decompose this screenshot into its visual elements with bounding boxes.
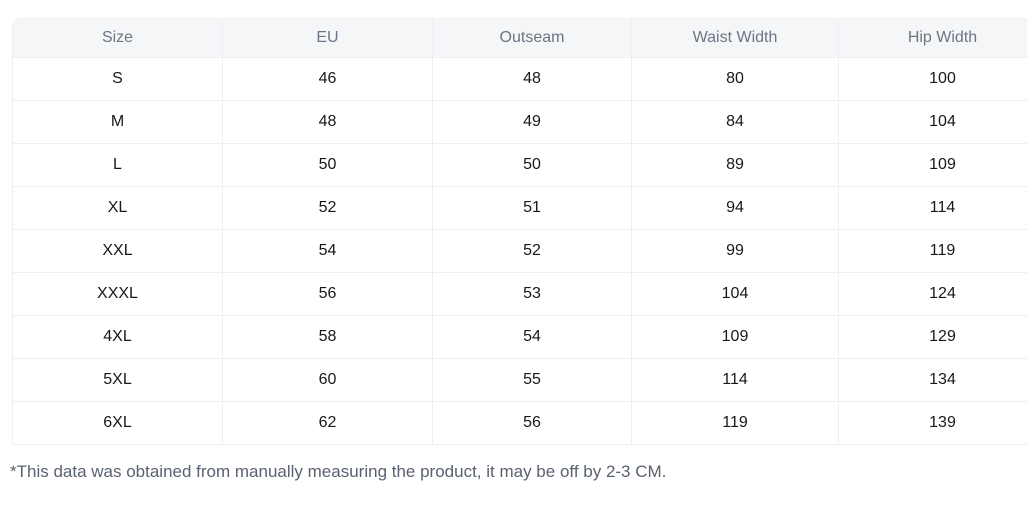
measurement-disclaimer: *This data was obtained from manually me… (10, 462, 667, 481)
table-cell: 139 (838, 401, 1027, 445)
table-row: XXXL 56 53 104 124 (12, 272, 1027, 316)
table-cell: 104 (631, 272, 839, 316)
table-cell: 119 (838, 229, 1027, 273)
table-cell: 80 (631, 57, 839, 101)
header-row: Size EU Outseam Waist Width Hip Width (12, 18, 1027, 58)
table-cell: 100 (838, 57, 1027, 101)
table-cell: 49 (432, 100, 632, 144)
table-cell: 52 (222, 186, 433, 230)
size-table-body: S 46 48 80 100 M 48 49 84 104 L 50 50 89 109 XL 52 51 94 11… (12, 57, 1027, 445)
size-cell: XXL (12, 229, 223, 273)
size-cell: S (12, 57, 223, 101)
size-chart: Size EU Outseam Waist Width Hip Width S 46 48 8… (12, 18, 1027, 445)
size-table: Size EU Outseam Waist Width Hip Width S 46 48 8… (12, 18, 1027, 445)
table-cell: 55 (432, 358, 632, 402)
table-cell: 54 (432, 315, 632, 359)
table-cell: 46 (222, 57, 433, 101)
table-cell: 109 (838, 143, 1027, 187)
table-cell: 99 (631, 229, 839, 273)
table-cell: 114 (631, 358, 839, 402)
column-header-outseam: Outseam (432, 18, 632, 58)
table-cell: 84 (631, 100, 839, 144)
column-header-waist-width: Waist Width (631, 18, 839, 58)
table-cell: 89 (631, 143, 839, 187)
table-cell: 60 (222, 358, 433, 402)
table-row: S 46 48 80 100 (12, 57, 1027, 101)
table-cell: 56 (432, 401, 632, 445)
table-row: L 50 50 89 109 (12, 143, 1027, 187)
size-cell: M (12, 100, 223, 144)
table-cell: 48 (432, 57, 632, 101)
table-cell: 124 (838, 272, 1027, 316)
size-cell: L (12, 143, 223, 187)
size-cell: XXXL (12, 272, 223, 316)
table-cell: 53 (432, 272, 632, 316)
size-cell: 6XL (12, 401, 223, 445)
table-cell: 56 (222, 272, 433, 316)
table-cell: 114 (838, 186, 1027, 230)
table-cell: 48 (222, 100, 433, 144)
table-cell: 50 (432, 143, 632, 187)
table-row: 4XL 58 54 109 129 (12, 315, 1027, 359)
size-cell: 5XL (12, 358, 223, 402)
table-cell: 104 (838, 100, 1027, 144)
table-cell: 50 (222, 143, 433, 187)
column-header-size: Size (12, 18, 223, 58)
column-header-eu: EU (222, 18, 433, 58)
table-cell: 52 (432, 229, 632, 273)
size-cell: 4XL (12, 315, 223, 359)
table-cell: 58 (222, 315, 433, 359)
table-row: XXL 54 52 99 119 (12, 229, 1027, 273)
table-cell: 51 (432, 186, 632, 230)
table-row: M 48 49 84 104 (12, 100, 1027, 144)
table-cell: 129 (838, 315, 1027, 359)
table-cell: 109 (631, 315, 839, 359)
table-cell: 134 (838, 358, 1027, 402)
table-cell: 54 (222, 229, 433, 273)
table-row: 5XL 60 55 114 134 (12, 358, 1027, 402)
table-cell: 62 (222, 401, 433, 445)
size-table-header: Size EU Outseam Waist Width Hip Width (12, 18, 1027, 58)
table-cell: 119 (631, 401, 839, 445)
column-header-hip-width: Hip Width (838, 18, 1027, 58)
table-cell: 94 (631, 186, 839, 230)
size-cell: XL (12, 186, 223, 230)
table-row: XL 52 51 94 114 (12, 186, 1027, 230)
table-row: 6XL 62 56 119 139 (12, 401, 1027, 445)
